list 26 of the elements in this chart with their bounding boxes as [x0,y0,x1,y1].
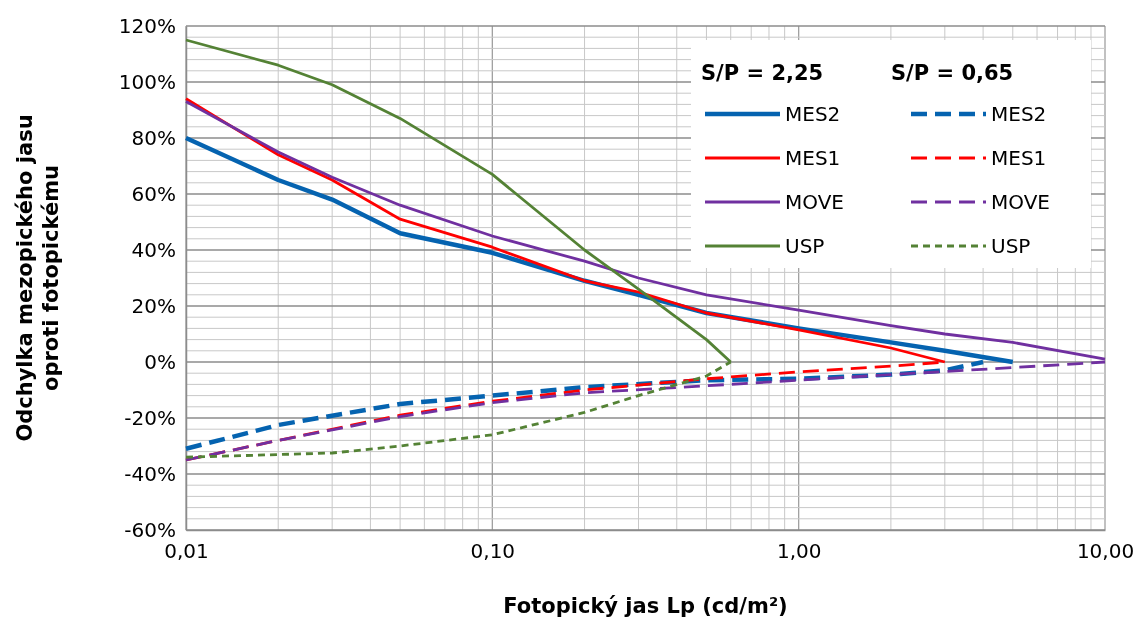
legend-label: USP [991,234,1031,258]
x-tick-label: 10,00 [1076,539,1135,564]
annotation: S/P = 2,25 [701,61,824,85]
x-tick-label: 0,10 [470,539,516,564]
legend-label: USP [785,234,825,258]
x-tick-label: 1,00 [776,539,822,564]
y-tick-label: -40% [124,461,176,486]
legend-label: MES2 [991,102,1047,126]
legend-label: MES2 [785,102,841,126]
legend-label: MOVE [991,190,1050,214]
legend-label: MOVE [785,190,844,214]
legend-label: MES1 [991,146,1047,170]
x-axis-title: Fotopický jas Lp (cd/m²) [503,594,788,618]
y-tick-label: 40% [131,237,176,262]
y-tick-label: 80% [131,125,176,150]
legend-label: MES1 [785,146,841,170]
y-tick-label: 20% [131,293,176,318]
y-tick-label: 60% [131,181,176,206]
y-tick-label: 100% [118,69,176,94]
y-tick-label: -20% [124,405,176,430]
x-tick-label: 0,01 [164,539,209,564]
y-tick-label: 0% [144,349,176,374]
y-tick-label: 120% [118,13,176,38]
annotation: S/P = 0,65 [891,61,1014,85]
y-tick-label: -60% [124,517,176,542]
y-axis-title: Odchylka mezopického jasu oproti fotopickému [13,114,63,442]
